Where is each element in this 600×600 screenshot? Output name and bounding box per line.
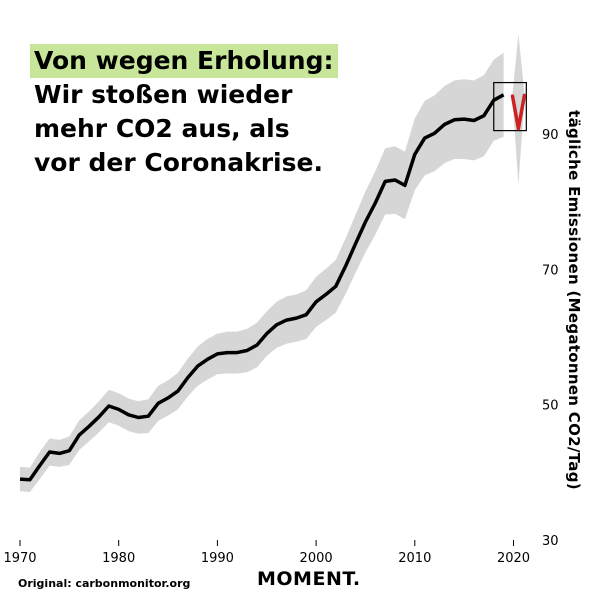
- y-tick-label: 70: [542, 263, 559, 278]
- covid-v-mark: [510, 93, 527, 131]
- emissions-line: [19, 93, 505, 482]
- x-tick-label: 1990: [201, 551, 234, 566]
- moment-logo: MOMENT.: [257, 568, 361, 590]
- headline: Von wegen Erholung: Wir stoßen wieder me…: [30, 44, 338, 180]
- x-tick-label: 2010: [398, 551, 431, 566]
- headline-body: Wir stoßen wieder mehr CO2 aus, als vor …: [34, 80, 323, 177]
- y-tick-label: 90: [542, 128, 559, 143]
- x-tick-label: 1970: [3, 551, 36, 566]
- uncertainty-band: [20, 52, 504, 493]
- y-axis-label: tägliche Emissionen (Megatonnen CO2/Tag): [565, 110, 583, 490]
- source-note: Original: carbonmonitor.org: [18, 577, 191, 590]
- x-tick-label: 1980: [102, 551, 135, 566]
- y-axis-ticks: 30 50 70 90: [542, 128, 559, 549]
- x-axis-ticks: 1970 1980 1990 2000 2010 2020: [3, 540, 530, 566]
- y-tick-label: 50: [542, 399, 559, 414]
- covid-highlight-box: [493, 81, 527, 132]
- x-tick-label: 2020: [497, 551, 530, 566]
- covid-drop-band: [512, 33, 525, 185]
- headline-highlight: Von wegen Erholung:: [30, 44, 338, 78]
- y-tick-label: 30: [542, 534, 559, 549]
- x-tick-label: 2000: [300, 551, 333, 566]
